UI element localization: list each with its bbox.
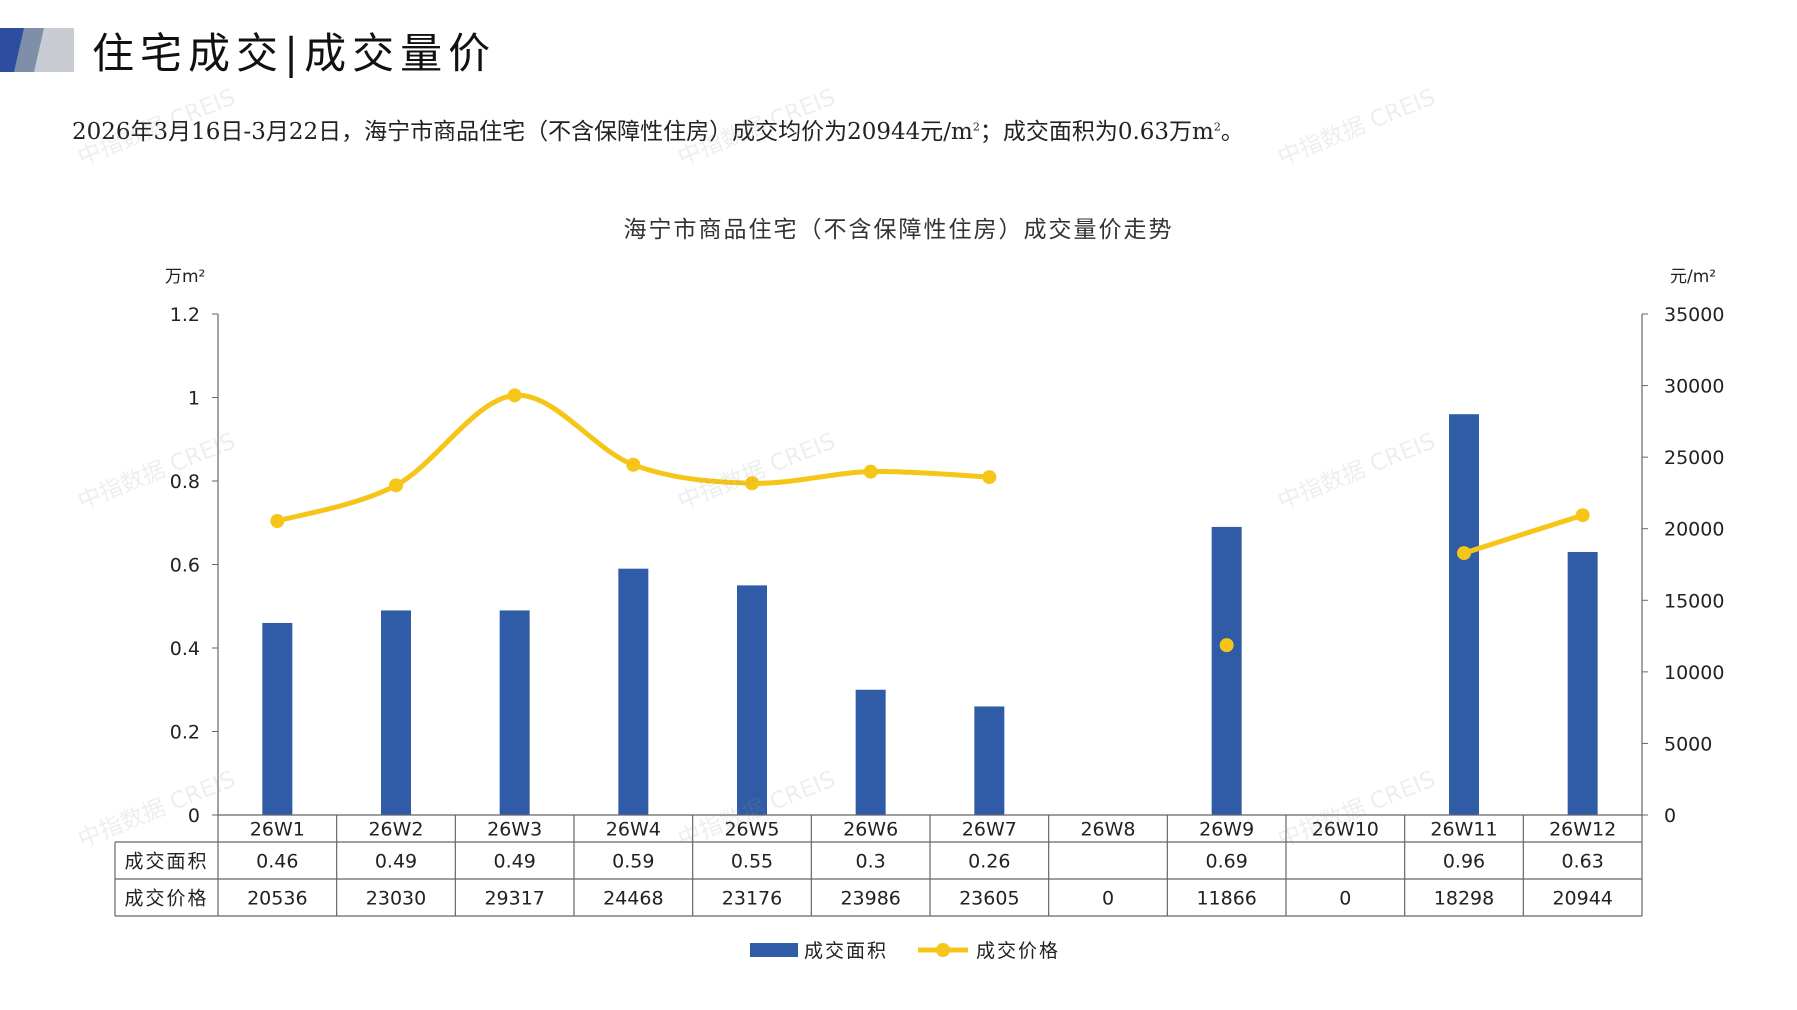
summary-prefix: 2026年3月16日-3月22日，海宁市商品住宅（不含保障性住房）成交均价为20… bbox=[72, 119, 973, 145]
price-value: 24468 bbox=[603, 888, 663, 910]
area-value: 0.49 bbox=[494, 851, 536, 873]
category-label: 26W6 bbox=[843, 819, 898, 841]
bar-26W7 bbox=[974, 706, 1005, 815]
area-value: 0.59 bbox=[612, 851, 654, 873]
category-label: 26W11 bbox=[1430, 819, 1497, 841]
summary-text: 2026年3月16日-3月22日，海宁市商品住宅（不含保障性住房）成交均价为20… bbox=[72, 112, 1244, 146]
price-point-26W2 bbox=[389, 478, 403, 493]
price-value: 11866 bbox=[1196, 888, 1256, 910]
summary-sup-2: 2 bbox=[1213, 120, 1221, 134]
price-point-26W12 bbox=[1575, 508, 1590, 523]
y-right-tick-label: 30000 bbox=[1664, 376, 1724, 398]
area-value: 0.63 bbox=[1562, 851, 1604, 873]
category-label: 26W8 bbox=[1080, 819, 1135, 841]
category-label: 26W3 bbox=[487, 819, 542, 841]
page-title: 住宅成交|成交量价 bbox=[92, 29, 497, 78]
y-left-unit: 万m² bbox=[165, 267, 205, 287]
category-label: 26W5 bbox=[724, 819, 779, 841]
table-row-label: 成交面积 bbox=[124, 851, 208, 873]
y-right-tick-label: 10000 bbox=[1664, 662, 1724, 684]
price-value: 29317 bbox=[484, 888, 544, 910]
y-left-tick-label: 1.2 bbox=[170, 304, 200, 326]
legend-label-line: 成交价格 bbox=[976, 940, 1060, 962]
bar-26W11 bbox=[1449, 414, 1479, 815]
bar-26W2 bbox=[381, 610, 411, 815]
y-right-tick-label: 5000 bbox=[1664, 733, 1712, 755]
bar-26W4 bbox=[618, 568, 649, 815]
y-left-tick-label: 0.4 bbox=[170, 638, 200, 660]
category-label: 26W1 bbox=[250, 819, 305, 841]
y-right-tick-label: 25000 bbox=[1664, 447, 1724, 469]
price-value: 20536 bbox=[247, 888, 307, 910]
price-point-26W4 bbox=[626, 457, 641, 472]
bar-26W5 bbox=[737, 585, 767, 815]
price-point-26W3 bbox=[507, 388, 522, 403]
area-value: 0.55 bbox=[731, 851, 773, 873]
summary-mid: ；成交面积为0.63万m bbox=[979, 119, 1214, 145]
table-row-label: 成交价格 bbox=[124, 888, 208, 910]
summary-sup-1: 2 bbox=[972, 120, 980, 134]
price-value: 23176 bbox=[722, 888, 782, 910]
y-right-tick-label: 15000 bbox=[1664, 590, 1724, 612]
y-left-tick-label: 0.8 bbox=[170, 471, 200, 493]
bar-26W9 bbox=[1211, 526, 1242, 815]
legend-label-bar: 成交面积 bbox=[804, 940, 888, 962]
category-label: 26W7 bbox=[962, 819, 1017, 841]
category-label: 26W2 bbox=[368, 819, 423, 841]
price-point-26W9 bbox=[1219, 638, 1234, 653]
area-value: 0.96 bbox=[1443, 851, 1485, 873]
area-value: 0.69 bbox=[1206, 851, 1248, 873]
price-value: 18298 bbox=[1434, 888, 1494, 910]
price-value: 20944 bbox=[1552, 888, 1612, 910]
price-value: 0 bbox=[1102, 888, 1114, 910]
y-right-tick-label: 0 bbox=[1664, 805, 1676, 827]
bar-26W12 bbox=[1567, 551, 1598, 815]
area-value: 0.49 bbox=[375, 851, 417, 873]
price-value: 23030 bbox=[366, 888, 426, 910]
chart-title: 海宁市商品住宅（不含保障性住房）成交量价走势 bbox=[623, 217, 1174, 243]
legend-swatch-bar bbox=[750, 943, 798, 957]
category-label: 26W12 bbox=[1549, 819, 1616, 841]
area-value: 0.26 bbox=[968, 851, 1010, 873]
y-left-tick-label: 0.6 bbox=[170, 555, 200, 577]
category-label: 26W10 bbox=[1312, 819, 1379, 841]
price-point-26W11 bbox=[1457, 546, 1471, 561]
price-point-26W6 bbox=[863, 464, 878, 479]
y-left-tick-label: 0 bbox=[188, 805, 200, 827]
bar-26W6 bbox=[855, 689, 886, 815]
y-left-tick-label: 0.2 bbox=[170, 722, 200, 744]
y-right-tick-label: 35000 bbox=[1664, 304, 1724, 326]
price-point-26W5 bbox=[745, 476, 759, 491]
y-right-unit: 元/m² bbox=[1670, 267, 1716, 287]
y-left-tick-label: 1 bbox=[188, 388, 200, 410]
price-point-26W1 bbox=[270, 514, 285, 529]
bar-26W1 bbox=[262, 622, 293, 815]
area-value: 0.3 bbox=[856, 851, 886, 873]
category-label: 26W4 bbox=[606, 819, 661, 841]
y-right-tick-label: 20000 bbox=[1664, 519, 1724, 541]
price-line-segment-3 bbox=[1461, 512, 1586, 556]
price-value: 23605 bbox=[959, 888, 1019, 910]
legend-swatch-point bbox=[936, 943, 950, 957]
category-label: 26W9 bbox=[1199, 819, 1254, 841]
bar-26W3 bbox=[499, 610, 530, 815]
summary-suffix: 。 bbox=[1220, 119, 1244, 145]
price-value: 23986 bbox=[840, 888, 900, 910]
price-value: 0 bbox=[1339, 888, 1351, 910]
logo-icon bbox=[0, 28, 74, 72]
price-point-26W7 bbox=[982, 470, 997, 485]
area-value: 0.46 bbox=[256, 851, 298, 873]
